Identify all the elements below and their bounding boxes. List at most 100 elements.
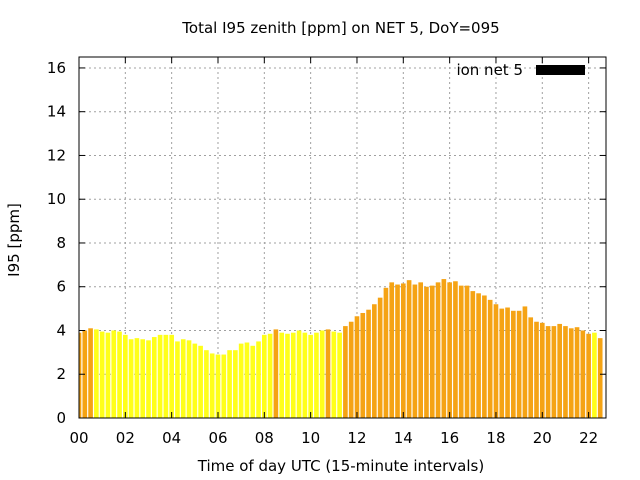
chart-title: Total I95 zenith [ppm] on NET 5, DoY=095 bbox=[181, 19, 499, 37]
bar bbox=[128, 339, 134, 418]
bar bbox=[545, 326, 551, 418]
bar bbox=[221, 354, 227, 418]
bar bbox=[262, 334, 267, 418]
bar bbox=[539, 322, 545, 418]
bar bbox=[111, 330, 117, 418]
bar bbox=[273, 329, 279, 418]
bar bbox=[366, 309, 371, 418]
bar bbox=[146, 340, 151, 418]
bar bbox=[88, 328, 93, 418]
bar bbox=[557, 323, 562, 418]
bar bbox=[348, 321, 354, 418]
bar bbox=[267, 333, 273, 418]
y-tick-label: 8 bbox=[56, 234, 66, 252]
bar bbox=[279, 332, 285, 418]
bar bbox=[180, 339, 186, 418]
bar bbox=[377, 297, 383, 418]
bar bbox=[464, 285, 470, 418]
bar bbox=[435, 282, 441, 418]
bar bbox=[441, 279, 447, 418]
bar bbox=[395, 284, 400, 418]
bar bbox=[528, 317, 534, 418]
y-tick-labels: 0 2 4 6 8 10 12 14 16 bbox=[47, 59, 66, 427]
bar bbox=[94, 329, 99, 418]
bar bbox=[250, 345, 256, 418]
x-tick-label: 14 bbox=[394, 429, 413, 447]
y-tick-label: 12 bbox=[47, 146, 66, 164]
bar bbox=[453, 281, 458, 418]
x-tick-label: 10 bbox=[301, 429, 320, 447]
bar bbox=[325, 329, 331, 418]
y-tick-label: 4 bbox=[56, 321, 66, 339]
bar bbox=[592, 332, 597, 418]
bar bbox=[343, 326, 348, 418]
bar bbox=[447, 282, 452, 418]
bar bbox=[79, 332, 82, 418]
y-axis-label: I95 [ppm] bbox=[5, 203, 23, 277]
x-tick-label: 02 bbox=[116, 429, 135, 447]
x-tick-label: 00 bbox=[69, 429, 88, 447]
bar bbox=[534, 321, 539, 418]
bar bbox=[209, 353, 215, 418]
bar bbox=[99, 331, 105, 418]
bar bbox=[482, 295, 487, 418]
bar bbox=[256, 341, 261, 418]
x-tick-label: 06 bbox=[208, 429, 227, 447]
bar bbox=[105, 332, 111, 418]
bar bbox=[406, 280, 412, 418]
bar bbox=[470, 291, 476, 418]
bar bbox=[175, 341, 180, 418]
bar bbox=[302, 332, 308, 418]
bar bbox=[140, 339, 146, 418]
bar bbox=[238, 343, 244, 418]
bar bbox=[487, 299, 493, 418]
bar bbox=[458, 285, 464, 418]
bar bbox=[563, 326, 568, 418]
bar bbox=[215, 354, 221, 418]
bar bbox=[580, 330, 586, 418]
bar bbox=[522, 306, 528, 418]
bar bbox=[163, 334, 169, 418]
x-tick-label: 08 bbox=[255, 429, 274, 447]
bar bbox=[418, 282, 423, 418]
bar bbox=[389, 282, 395, 418]
bar bbox=[290, 332, 296, 418]
legend-label: ion net 5 bbox=[456, 61, 523, 79]
bar bbox=[383, 287, 389, 418]
bar bbox=[198, 345, 203, 418]
x-tick-label: 16 bbox=[440, 429, 459, 447]
bar bbox=[511, 310, 516, 418]
y-tick-label: 16 bbox=[47, 59, 66, 77]
bar bbox=[400, 283, 406, 418]
bar bbox=[551, 326, 557, 418]
bar bbox=[499, 308, 505, 418]
bar bbox=[354, 316, 360, 418]
bar bbox=[169, 334, 174, 418]
bar bbox=[424, 286, 429, 418]
bar bbox=[192, 343, 198, 418]
bar bbox=[233, 350, 238, 418]
bar bbox=[319, 330, 325, 418]
bar bbox=[429, 285, 435, 418]
bar bbox=[123, 334, 128, 418]
bar bbox=[244, 342, 250, 418]
axes bbox=[78, 56, 607, 419]
bar bbox=[372, 304, 377, 418]
bar bbox=[151, 337, 157, 418]
x-axis-label: Time of day UTC (15-minute intervals) bbox=[197, 457, 484, 475]
bar bbox=[476, 293, 481, 418]
bar bbox=[574, 327, 580, 418]
bar bbox=[186, 340, 192, 418]
bar bbox=[117, 331, 122, 418]
x-tick-label: 22 bbox=[579, 429, 598, 447]
bar bbox=[360, 312, 366, 418]
y-tick-label: 2 bbox=[56, 365, 66, 383]
x-tick-label: 12 bbox=[347, 429, 366, 447]
bar bbox=[134, 338, 140, 418]
bar bbox=[227, 350, 232, 418]
bar bbox=[296, 330, 302, 418]
bar bbox=[568, 328, 574, 418]
bar bbox=[204, 350, 209, 418]
x-tick-labels: 00 02 04 06 08 10 12 14 16 18 20 22 bbox=[69, 429, 598, 447]
